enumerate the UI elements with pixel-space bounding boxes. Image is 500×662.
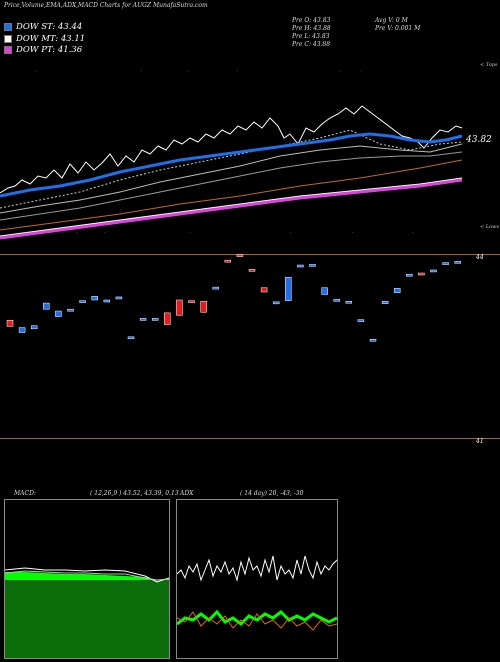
candle [79, 300, 86, 303]
macd-histogram [5, 572, 169, 580]
candle [18, 327, 26, 333]
top-marker: - [33, 68, 38, 72]
candle [103, 299, 111, 303]
adx-svg [176, 500, 338, 658]
low-marker: - [190, 230, 192, 235]
candle [127, 336, 135, 340]
low-marker: - [412, 230, 414, 235]
macd-panel [4, 499, 170, 659]
candle [224, 259, 232, 263]
top-marker: - [337, 68, 342, 72]
low-marker: - [104, 230, 106, 235]
quote-volume: Pre V: 0.001 M [375, 25, 421, 32]
top-marker: - [139, 68, 144, 72]
candle [55, 310, 62, 317]
candle [260, 287, 268, 293]
ema-mt-line-2 [0, 151, 463, 221]
legend-swatch-mt [4, 34, 12, 43]
low-marker: - [76, 230, 78, 235]
lows-label: < Lows [480, 224, 499, 230]
ema-line-mid [0, 143, 463, 214]
low-marker: - [290, 230, 292, 235]
legend-swatch-pt [4, 45, 12, 54]
price-divider-top [0, 254, 500, 255]
candle [236, 254, 244, 257]
adx-label: ADX [180, 490, 194, 497]
legend-label-st: DOW ST: 43.44 [16, 21, 83, 32]
candle [248, 269, 256, 272]
quote-low: Pre L: 43.83 [292, 33, 330, 40]
low-marker: - [352, 230, 354, 235]
macd-positive-area [5, 580, 169, 658]
candle [406, 273, 413, 277]
adx-line [176, 555, 338, 582]
plus-di-line [176, 609, 338, 626]
quote-avg-volume: Avg V: 0 M [375, 17, 408, 24]
price-line-high [0, 105, 463, 194]
legend-swatch-st [4, 22, 12, 31]
candle-chart: 44 41 [6, 254, 484, 445]
top-marker: - [235, 68, 240, 72]
legend-dow-st: DOW ST: 43.44 [4, 20, 82, 33]
axis-label-41: 41 [475, 438, 484, 445]
candle [139, 318, 147, 321]
candle [188, 300, 195, 303]
legend-label-mt: DOW MT: 43.11 [16, 33, 86, 44]
candle [333, 299, 340, 302]
candle [43, 302, 50, 310]
top-marker: - [185, 68, 190, 72]
macd-params: ( 12,26,9 ) 43.52, 43.39, 0.13 [90, 490, 179, 497]
candle [67, 308, 74, 312]
candle [393, 288, 401, 293]
ema-pt-line [0, 178, 463, 240]
tops-label: < Tops [480, 62, 498, 68]
price-divider-bottom [0, 438, 500, 439]
candle [212, 286, 219, 290]
candle [309, 264, 316, 267]
candle [357, 319, 365, 322]
price-line-close [0, 129, 463, 209]
adx-panel [176, 499, 338, 659]
candle [272, 301, 280, 305]
macd-signal-line [4, 570, 170, 581]
ema-short-line [0, 132, 463, 198]
candle [454, 261, 461, 264]
candle [200, 300, 207, 313]
quote-high: Pre H: 43.88 [292, 25, 331, 32]
candle [345, 300, 353, 304]
axis-label-44: 44 [475, 254, 484, 261]
candle [91, 296, 98, 301]
legend-dow-pt: DOW PT: 41.36 [4, 43, 82, 56]
minus-di-line [176, 611, 338, 631]
macd-label: MACD: [14, 490, 36, 497]
legend-label-pt: DOW PT: 41.36 [16, 44, 83, 55]
ema-chart: - - - - - -- - - - - - - - 43.82 < Tops < Lows [0, 62, 499, 240]
candle [418, 272, 425, 276]
candle [176, 299, 183, 316]
last-price-label: 43.82 [465, 135, 492, 145]
candle [430, 269, 437, 273]
top-marker: - [359, 68, 364, 72]
adx-params: ( 14 day) 20, -43, -30 [240, 490, 304, 497]
candle [321, 287, 328, 295]
macd-svg [4, 500, 170, 658]
candle [164, 312, 171, 325]
quote-open: Pre O: 43.83 [292, 17, 331, 24]
candle [369, 339, 377, 342]
candle [285, 277, 292, 301]
ema-pt-border [0, 177, 463, 237]
candle [151, 318, 159, 321]
ema-orange-line [0, 159, 463, 231]
candle [442, 262, 449, 265]
legend-dow-mt: DOW MT: 43.11 [4, 32, 85, 45]
candle [297, 264, 304, 268]
candle [115, 296, 123, 300]
chart-title: Price,Volume,EMA,ADX,MACD Charts for AUG… [4, 2, 208, 9]
candle [381, 300, 389, 304]
quote-close: Pre C: 43.88 [292, 41, 331, 48]
low-marker: - [62, 230, 64, 235]
candle [6, 319, 14, 327]
candle [30, 325, 38, 330]
